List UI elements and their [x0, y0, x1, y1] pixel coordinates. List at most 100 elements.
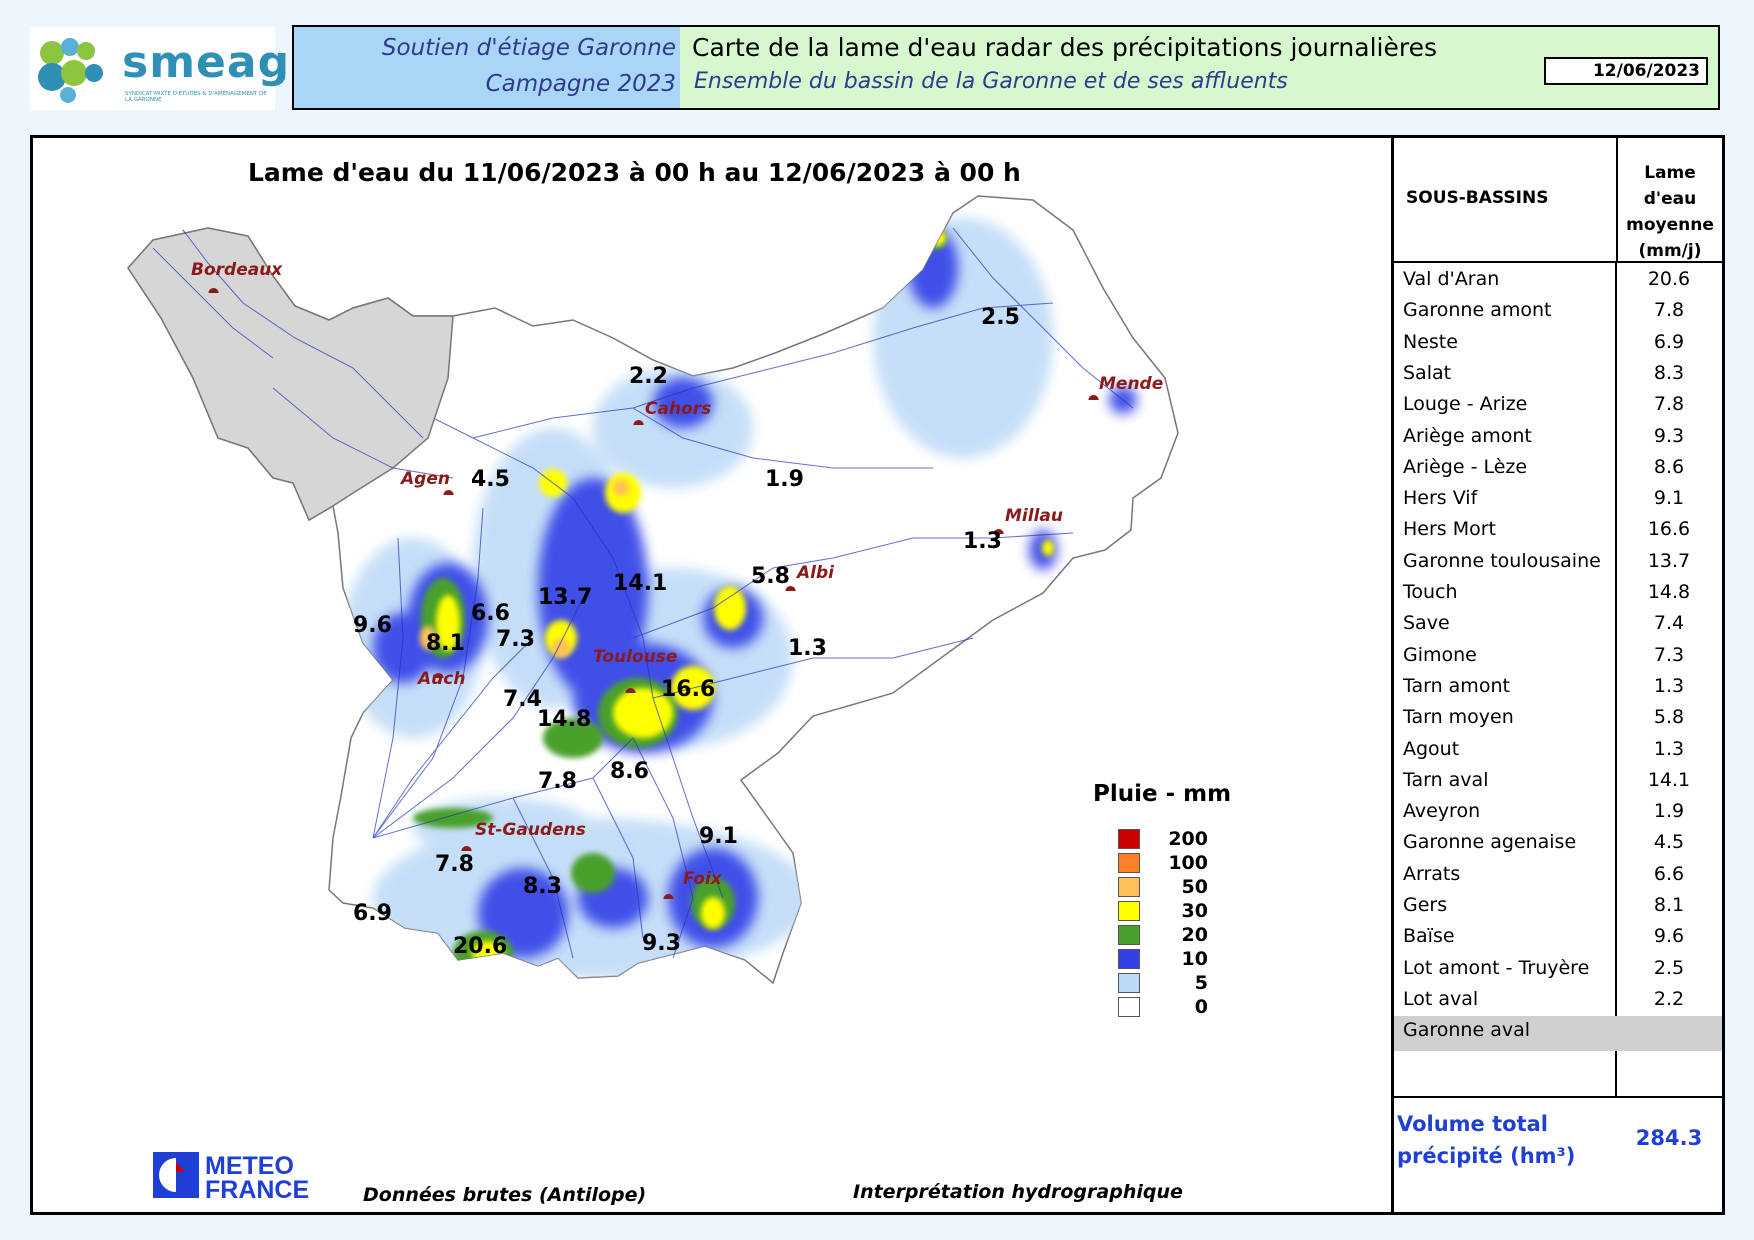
city-marker-icon: ⯊: [993, 527, 1004, 543]
header-campaign-panel: Soutien d'étiage Garonne Campagne 2023: [294, 27, 680, 108]
header-banner: Soutien d'étiage Garonne Campagne 2023 C…: [292, 25, 1720, 110]
region-value: 7.4: [503, 687, 542, 712]
table-row: Ariège - Lèze 8.6: [1394, 453, 1722, 488]
subbasin-value: 6.9: [1653, 330, 1685, 353]
subbasin-value: 7.8: [1653, 299, 1685, 322]
meteo-france-logo: METEO FRANCE: [153, 1152, 309, 1202]
subbasin-value: 2.5: [1653, 956, 1685, 979]
subbasin-name: Garonne agenaise: [1403, 831, 1577, 854]
city-marker-icon: ⯊: [625, 686, 636, 702]
region-value: 2.2: [629, 364, 668, 389]
city-label: Millau: [1005, 506, 1063, 526]
subbasin-value: 16.6: [1647, 518, 1691, 541]
table-row: Aveyron 1.9: [1394, 797, 1722, 832]
region-value: 8.1: [426, 631, 465, 656]
region-value: 9.3: [642, 931, 681, 956]
subbasin-name: Lot amont - Truyère: [1403, 956, 1590, 979]
legend-swatch: [1118, 901, 1140, 921]
city-auch: ⯊Auch: [416, 669, 465, 689]
map-title: Lame d'eau du 11/06/2023 à 00 h au 12/06…: [248, 158, 1021, 187]
subbasin-name: Hers Vif: [1403, 487, 1478, 510]
region-value: 8.6: [610, 759, 649, 784]
table-header: SOUS-BASSINS Lame d'eau moyenne (mm/j): [1394, 138, 1722, 263]
region-value: 8.3: [523, 874, 562, 899]
city-toulouse: ⯊ Toulouse: [593, 647, 677, 702]
subbasin-name: Hers Mort: [1403, 518, 1497, 541]
city-marker-icon: ⯊: [633, 418, 644, 434]
city-cahors: ⯊Cahors: [633, 399, 711, 434]
table-row: Tarn amont 1.3: [1394, 672, 1722, 707]
table-row: Tarn aval 14.1: [1394, 766, 1722, 801]
region-value: 16.6: [661, 677, 715, 702]
subbasin-value: 9.1: [1653, 487, 1685, 510]
report-date: 12/06/2023: [1544, 57, 1708, 85]
table-row: Tarn moyen 5.8: [1394, 703, 1722, 738]
subbasin-name: Ariège amont: [1403, 424, 1532, 447]
city-agen: ⯊Agen: [399, 469, 454, 504]
city-label: Agen: [399, 469, 450, 489]
volume-label: Volume total précipité (hm³): [1397, 1112, 1576, 1168]
region-value: 7.8: [435, 852, 474, 877]
subbasin-name: Save: [1403, 612, 1450, 635]
subbasin-name: Salat: [1403, 361, 1452, 384]
column-header-value: Lame d'eau moyenne (mm/j): [1616, 138, 1722, 261]
subbasin-name: Garonne aval: [1403, 1019, 1531, 1042]
table-row: Hers Vif 9.1: [1394, 484, 1722, 519]
region-value: 9.6: [353, 613, 392, 638]
footer-interpretation: Interprétation hydrographique: [853, 1181, 1183, 1203]
region-value: 13.7: [538, 585, 592, 610]
city-bordeaux: ⯊ Bordeaux: [191, 260, 283, 302]
subbasin-value: 20.6: [1647, 268, 1691, 290]
table-row: Gers 8.1: [1394, 891, 1722, 926]
table-row: Val d'Aran 20.6: [1394, 265, 1722, 300]
region-value: 6.6: [471, 601, 510, 626]
region-value: 5.8: [751, 564, 790, 589]
table-row: Arrats 6.6: [1394, 860, 1722, 895]
table-row: Gimone 7.3: [1394, 641, 1722, 676]
subbasin-name: Garonne toulousaine: [1403, 549, 1601, 572]
footer-source: Données brutes (Antilope): [363, 1184, 647, 1206]
city-marker-icon: ⯊: [443, 488, 454, 504]
city-label: Cahors: [645, 399, 711, 419]
svg-text:FRANCE: FRANCE: [205, 1176, 309, 1202]
smeag-logo-subtitle: Syndicat mixte d'études & d'aménagement …: [125, 91, 267, 103]
smeag-logo: smeag Syndicat mixte d'études & d'aménag…: [30, 27, 289, 110]
region-value: 7.3: [496, 627, 535, 652]
legend-swatch: [1118, 853, 1140, 873]
city-markers: ⯊Bordeaux ⯊Cahors ⯊Mende ⯊Agen ⯊Millau ⯊…: [191, 260, 1163, 908]
subbasin-value: 9.3: [1653, 424, 1685, 447]
subbasin-value: 7.4: [1653, 612, 1685, 635]
rainfall-field: [343, 218, 1137, 978]
main-frame: ⯊ Bordeaux ⯊ Cahors ⯊ Mende ⯊ Agen ⯊ Millau ⯊…: [30, 135, 1725, 1215]
table-row: Salat 8.3: [1394, 359, 1722, 394]
city-marker-icon: ⯊: [785, 584, 796, 600]
region-value: 4.5: [471, 467, 510, 492]
subbasin-name: Arrats: [1403, 862, 1461, 885]
city-label: Bordeaux: [191, 260, 283, 280]
svg-text:METEO: METEO: [205, 1152, 294, 1180]
city-label: Albi: [795, 563, 835, 583]
legend-swatch: [1118, 949, 1140, 969]
subbasin-name: Lot aval: [1403, 987, 1479, 1010]
subbasin-value: 5.8: [1653, 706, 1685, 729]
campaign-label: Soutien d'étiage Garonne: [381, 35, 676, 61]
subbasin-value: 13.7: [1647, 549, 1691, 572]
subbasin-value: 14.8: [1647, 581, 1691, 603]
table-row: Baïse 9.6: [1394, 922, 1722, 957]
subbasin-value: 1.9: [1653, 800, 1685, 823]
region-value: 20.6: [453, 934, 507, 959]
subbasin-value: 14.1: [1647, 768, 1691, 791]
subbasin-table: SOUS-BASSINS Lame d'eau moyenne (mm/j) V…: [1391, 138, 1722, 1212]
city-marker-icon: ⯊: [208, 286, 219, 302]
table-row: Save 7.4: [1394, 609, 1722, 644]
city-albi: ⯊Albi: [785, 563, 835, 600]
city-marker-icon: ⯊: [1088, 393, 1099, 409]
region-value: 1.3: [963, 529, 1002, 554]
city-millau: ⯊Millau: [993, 506, 1063, 543]
subbasin-values: 2.5 2.2 4.5 1.9 1.3 5.8 13.7 14.1 9.6 6.…: [353, 305, 1020, 959]
legend-swatch: [1118, 925, 1140, 945]
subbasin-name: Tarn moyen: [1403, 706, 1514, 729]
page-subtitle: Ensemble du bassin de la Garonne et de s…: [694, 69, 1288, 94]
subbasin-value: 9.6: [1653, 925, 1685, 948]
subbasin-value: 8.6: [1653, 455, 1685, 478]
